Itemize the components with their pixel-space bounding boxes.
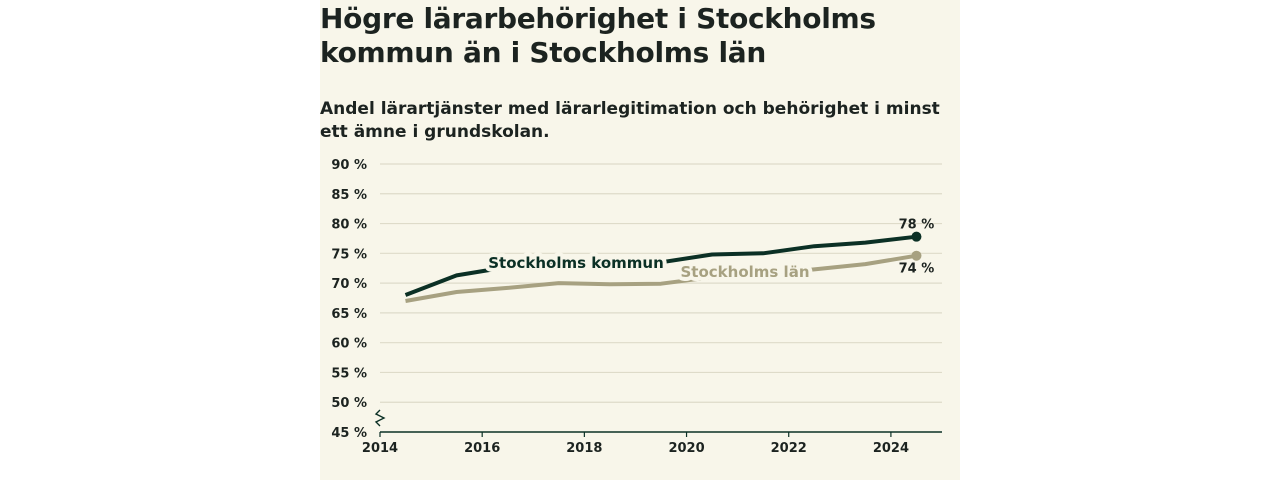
y-tick-label: 55 % [331,366,367,381]
axes: 45 % 50 % 55 % 60 % 65 % 70 % 75 % 80 % 85 % 90 %… [331,158,942,456]
end-label-lan: 74 % [899,262,935,277]
chart-panel [320,0,960,480]
endpoint-dot-kommun [911,231,922,242]
y-tick-label: 50 % [331,396,367,411]
axis-break-icon [374,409,386,427]
y-tick-label: 90 % [331,158,367,173]
series-label-kommun: Stockholms kommun [488,254,664,272]
x-tick-label: 2018 [566,441,602,456]
x-tick-label: 2022 [771,441,807,456]
series-lines [404,231,922,303]
labels: 78 % 74 % Stockholms kommun Stockholms län [484,218,935,285]
end-label-kommun: 78 % [899,218,935,233]
series-label-lan: Stockholms län [681,263,810,281]
chart-title: Högre lärarbehörighet i Stockholms kommu… [320,2,876,69]
y-tick-label: 65 % [331,307,367,322]
x-tick-label: 2024 [873,441,909,456]
x-tick-label: 2016 [464,441,500,456]
y-tick-label: 85 % [331,188,367,203]
x-tick-label: 2014 [362,441,398,456]
y-tick-label: 45 % [331,426,367,441]
y-tick-label: 60 % [331,337,367,352]
series-line-stockholms-kommun [404,234,917,297]
x-tick-label: 2020 [668,441,704,456]
y-tick-label: 75 % [331,247,367,262]
y-tick-label: 80 % [331,218,367,233]
series-line-stockholms-lan [405,253,917,303]
grid-lines [380,163,942,403]
y-tick-label: 70 % [331,277,367,292]
chart-subtitle: Andel lärartjänster med lärarlegitimatio… [320,99,940,142]
endpoint-dot-lan [911,250,922,261]
